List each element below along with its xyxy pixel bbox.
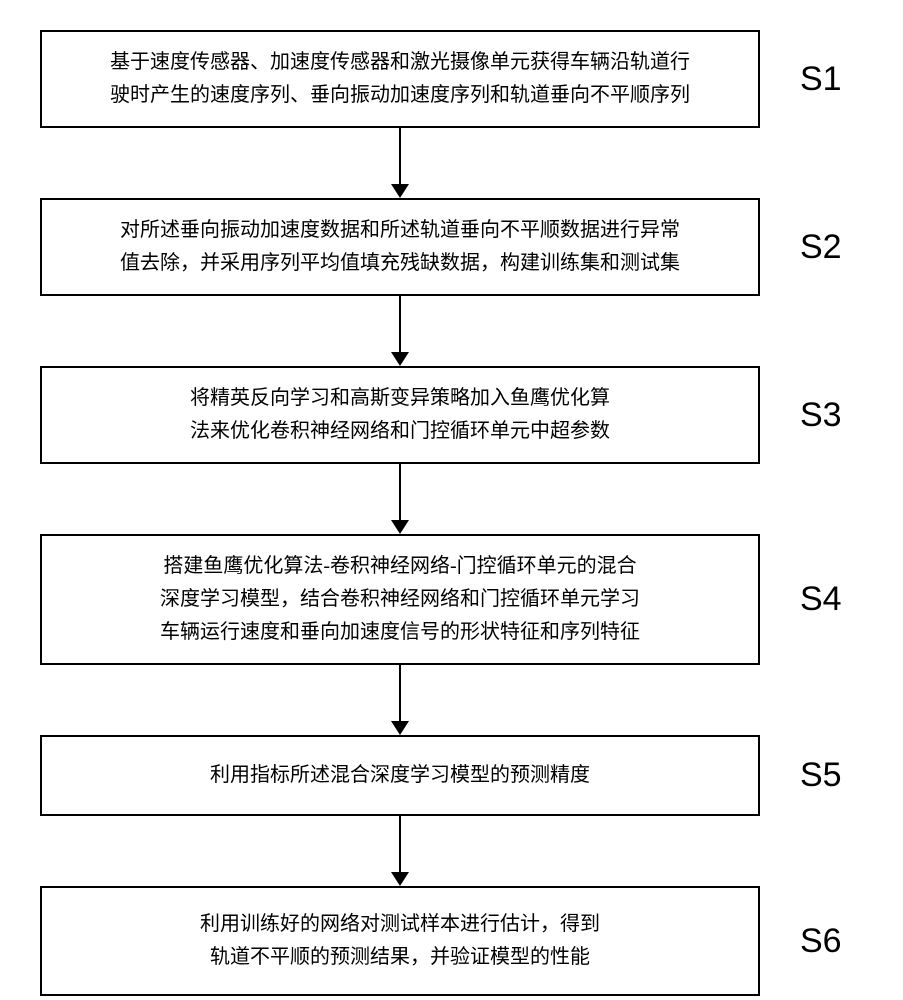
step-row-s2: 对所述垂向振动加速度数据和所述轨道垂向不平顺数据进行异常 值去除，并采用序列平均… xyxy=(40,198,870,296)
arrow-s5-s6 xyxy=(40,816,760,886)
step-box-s3: 将精英反向学习和高斯变异策略加入鱼鹰优化算 法来优化卷积神经网络和门控循环单元中… xyxy=(40,366,760,464)
step-text-s4-l3: 车辆运行速度和垂向加速度信号的形状特征和序列特征 xyxy=(160,621,640,643)
step-text-s2-l1: 对所述垂向振动加速度数据和所述轨道垂向不平顺数据进行异常 xyxy=(120,219,680,241)
arrow-s2-s3 xyxy=(40,296,760,366)
step-label-s4: S4 xyxy=(800,580,842,619)
step-label-s2: S2 xyxy=(800,228,842,267)
step-row-s6: 利用训练好的网络对测试样本进行估计，得到 轨道不平顺的预测结果，并验证模型的性能… xyxy=(40,886,870,996)
step-box-s1: 基于速度传感器、加速度传感器和激光摄像单元获得车辆沿轨道行 驶时产生的速度序列、… xyxy=(40,30,760,128)
step-label-s6: S6 xyxy=(800,922,842,961)
step-text-s5-l1: 利用指标所述混合深度学习模型的预测精度 xyxy=(210,764,590,786)
step-row-s5: 利用指标所述混合深度学习模型的预测精度 S5 xyxy=(40,735,870,816)
arrow-s3-s4 xyxy=(40,464,760,534)
step-box-s5: 利用指标所述混合深度学习模型的预测精度 xyxy=(40,735,760,816)
arrow-s1-s2 xyxy=(40,128,760,198)
step-text-s6-l2: 轨道不平顺的预测结果，并验证模型的性能 xyxy=(210,946,590,968)
step-text-s4-l1: 搭建鱼鹰优化算法-卷积神经网络-门控循环单元的混合 xyxy=(163,555,636,577)
step-text-s6-l1: 利用训练好的网络对测试样本进行估计，得到 xyxy=(200,913,600,935)
step-text-s1-l1: 基于速度传感器、加速度传感器和激光摄像单元获得车辆沿轨道行 xyxy=(110,51,690,73)
step-box-s2: 对所述垂向振动加速度数据和所述轨道垂向不平顺数据进行异常 值去除，并采用序列平均… xyxy=(40,198,760,296)
step-row-s1: 基于速度传感器、加速度传感器和激光摄像单元获得车辆沿轨道行 驶时产生的速度序列、… xyxy=(40,30,870,128)
step-text-s3-l1: 将精英反向学习和高斯变异策略加入鱼鹰优化算 xyxy=(190,387,610,409)
step-text-s4-l2: 深度学习模型，结合卷积神经网络和门控循环单元学习 xyxy=(160,588,640,610)
flowchart-container: 基于速度传感器、加速度传感器和激光摄像单元获得车辆沿轨道行 驶时产生的速度序列、… xyxy=(40,30,870,996)
step-row-s3: 将精英反向学习和高斯变异策略加入鱼鹰优化算 法来优化卷积神经网络和门控循环单元中… xyxy=(40,366,870,464)
step-box-s6: 利用训练好的网络对测试样本进行估计，得到 轨道不平顺的预测结果，并验证模型的性能 xyxy=(40,886,760,996)
step-label-s3: S3 xyxy=(800,396,842,435)
step-row-s4: 搭建鱼鹰优化算法-卷积神经网络-门控循环单元的混合 深度学习模型，结合卷积神经网… xyxy=(40,534,870,665)
step-text-s3-l2: 法来优化卷积神经网络和门控循环单元中超参数 xyxy=(190,420,610,442)
step-text-s2-l2: 值去除，并采用序列平均值填充残缺数据，构建训练集和测试集 xyxy=(120,252,680,274)
step-box-s4: 搭建鱼鹰优化算法-卷积神经网络-门控循环单元的混合 深度学习模型，结合卷积神经网… xyxy=(40,534,760,665)
step-label-s5: S5 xyxy=(800,756,842,795)
step-label-s1: S1 xyxy=(800,60,842,99)
step-text-s1-l2: 驶时产生的速度序列、垂向振动加速度序列和轨道垂向不平顺序列 xyxy=(110,84,690,106)
arrow-s4-s5 xyxy=(40,665,760,735)
